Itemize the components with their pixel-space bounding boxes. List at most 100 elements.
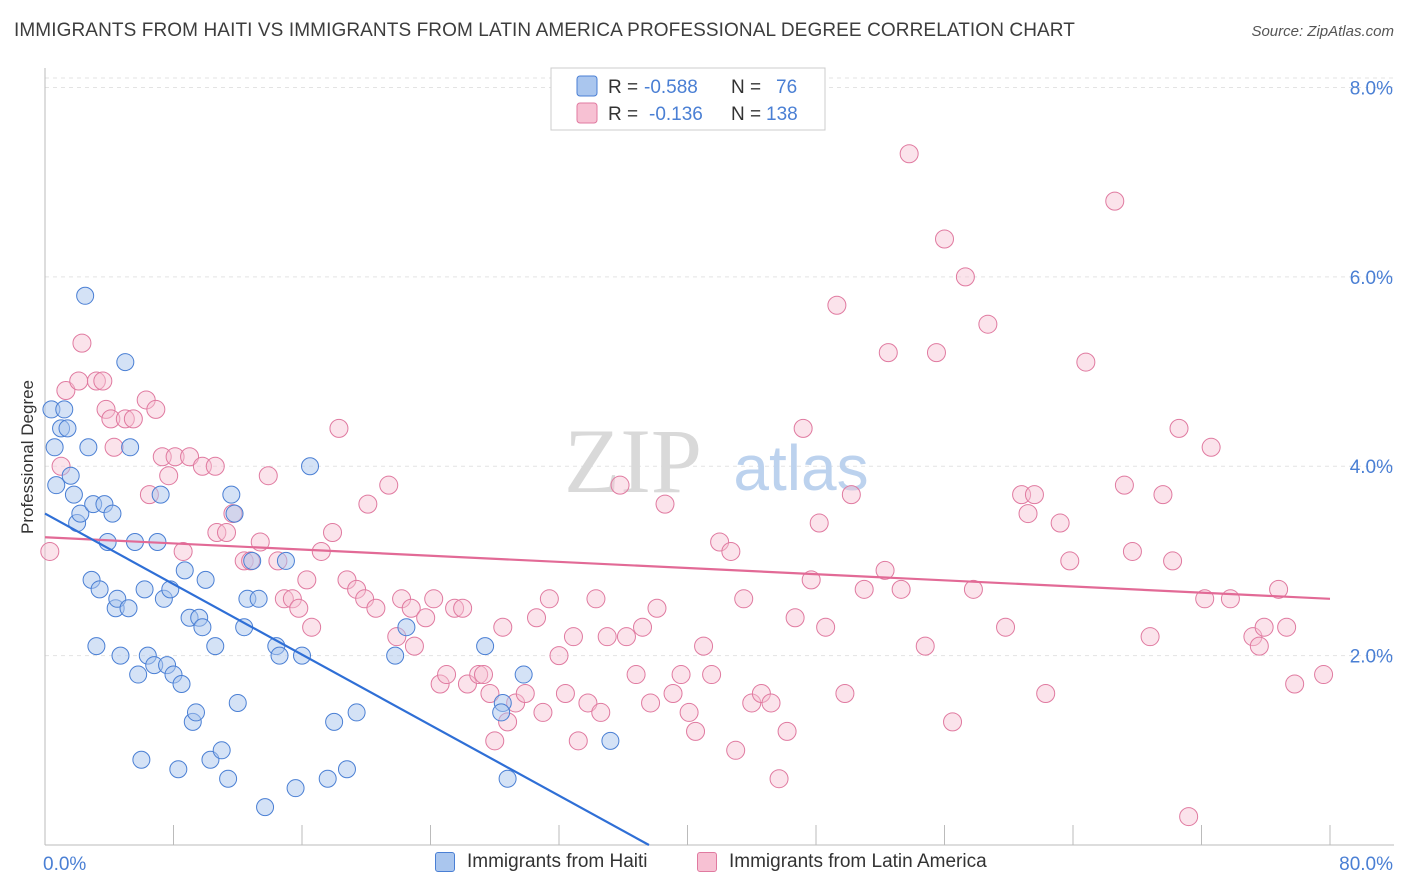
haiti-point [45, 438, 64, 457]
latin-america-point [159, 466, 179, 486]
latin-america-point [1169, 418, 1189, 438]
latin-america-point [217, 523, 237, 543]
latin-america-point [702, 665, 722, 685]
latin-america-point [809, 513, 829, 533]
haiti-point [222, 485, 241, 504]
trend-line-haiti [44, 512, 650, 846]
haiti-point [492, 703, 511, 722]
latin-america-point [943, 712, 963, 732]
latin-america-point [1269, 579, 1289, 599]
watermark-atlas: atlas [733, 432, 868, 504]
haiti-point [151, 485, 170, 504]
haiti-point [337, 760, 356, 779]
latin-america-point [104, 437, 124, 457]
trend-lines [44, 512, 1331, 846]
latin-america-point [785, 608, 805, 628]
latin-america-point [180, 447, 200, 467]
latin-america-point [205, 456, 225, 476]
haiti-point [219, 769, 238, 788]
latin-america-point [1024, 485, 1044, 505]
y-tick-label: 2.0% [1350, 647, 1393, 668]
latin-america-point [493, 617, 513, 637]
latin-america-point [282, 589, 302, 609]
haiti-point [601, 731, 620, 750]
haiti-point [79, 438, 98, 457]
latin-america-point [1195, 589, 1215, 609]
latin-america-point [69, 371, 89, 391]
haiti-point [514, 665, 533, 684]
legend-label-latin-america: Immigrants from Latin America [729, 851, 987, 872]
latin-america-point [445, 598, 465, 618]
latin-america-point [978, 314, 998, 334]
haiti-point [111, 646, 130, 665]
haiti-point [58, 419, 77, 438]
y-tick-label: 8.0% [1350, 78, 1393, 99]
legend-n-label: N = [731, 77, 761, 98]
latin-america-point [1036, 683, 1056, 703]
series-legend: Immigrants from Haiti Immigrants from La… [0, 851, 1406, 879]
source-credit: Source: ZipAtlas.com [1251, 23, 1394, 40]
latin-america-point [404, 636, 424, 656]
y-axis-label: Professional Degree [18, 380, 37, 534]
latin-america-point [686, 721, 706, 741]
haiti-point [318, 769, 337, 788]
legend-r-value: -0.136 [649, 104, 703, 125]
latin-america-point [480, 683, 500, 703]
haiti-point [225, 504, 244, 523]
latin-america-point [854, 579, 874, 599]
haiti-point [121, 438, 140, 457]
latin-america-point [457, 674, 477, 694]
haiti-point [186, 703, 205, 722]
latin-america-point [453, 598, 473, 618]
latin-america-point [40, 541, 60, 561]
latin-america-point [1114, 475, 1134, 495]
latin-america-point [549, 646, 569, 666]
haiti-point [301, 457, 320, 476]
series-haiti-points [42, 286, 620, 817]
latin-america-point [835, 683, 855, 703]
haiti-point [270, 646, 289, 665]
latin-america-point [734, 589, 754, 609]
haiti-point [325, 712, 344, 731]
haiti-point [498, 769, 517, 788]
latin-america-point [1314, 665, 1334, 685]
latin-america-point [146, 399, 166, 419]
haiti-point [196, 570, 215, 589]
latin-america-point [347, 579, 367, 599]
latin-america-point [1076, 352, 1096, 372]
latin-america-point [115, 409, 135, 429]
haiti-point [386, 646, 405, 665]
latin-america-point [1050, 513, 1070, 533]
latin-america-point [355, 589, 375, 609]
latin-america-point [563, 627, 583, 647]
y-tick-labels: 2.0% 4.0% 6.0% 8.0% [1350, 78, 1393, 667]
legend-r-label: R = [608, 77, 638, 98]
latin-america-point [726, 740, 746, 760]
latin-america-point [56, 380, 76, 400]
latin-america-point [93, 371, 113, 391]
latin-america-point [207, 523, 227, 543]
latin-america-point [474, 665, 494, 685]
latin-america-point [430, 674, 450, 694]
legend-swatch-haiti [576, 75, 598, 97]
haiti-point [286, 779, 305, 798]
trend-line-latin-america [44, 536, 1331, 600]
latin-america-point [597, 627, 617, 647]
haiti-point [256, 798, 275, 817]
legend-n-value: 76 [776, 77, 797, 98]
haiti-point [71, 504, 90, 523]
haiti-point [64, 485, 83, 504]
haiti-point [90, 580, 109, 599]
latin-america-point [72, 333, 92, 353]
latin-america-point [761, 693, 781, 713]
latin-america-point [586, 589, 606, 609]
latin-america-point [679, 702, 699, 722]
legend-item-latin-america: Immigrants from Latin America [697, 851, 987, 873]
legend-swatch-haiti [435, 852, 455, 872]
haiti-point [175, 561, 194, 580]
haiti-point [172, 675, 191, 694]
latin-america-point [626, 665, 646, 685]
series-latin-america-points [40, 144, 1334, 827]
haiti-point [87, 637, 106, 656]
legend-item-haiti: Immigrants from Haiti [435, 851, 648, 873]
